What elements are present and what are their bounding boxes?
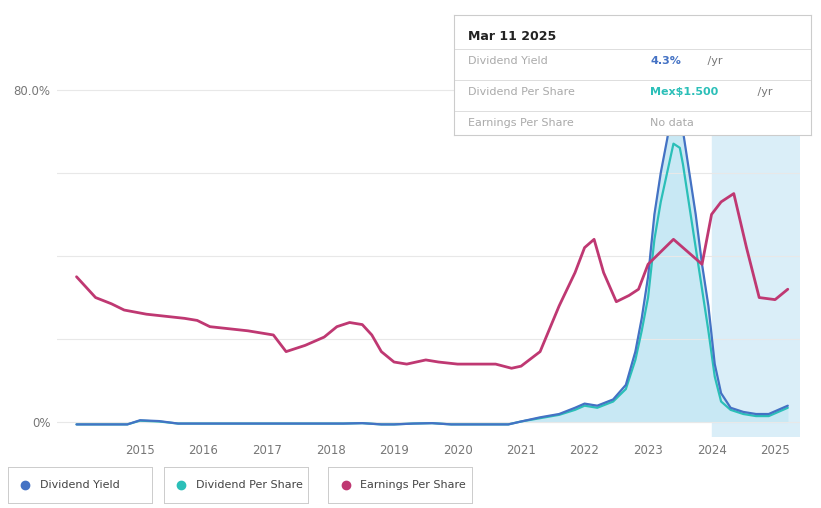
Text: Past: Past bbox=[719, 94, 744, 107]
Bar bbox=[712, 81, 821, 437]
Text: Mar 11 2025: Mar 11 2025 bbox=[468, 29, 557, 43]
Text: Earnings Per Share: Earnings Per Share bbox=[468, 118, 574, 128]
Text: /yr: /yr bbox=[754, 87, 773, 97]
Text: Dividend Per Share: Dividend Per Share bbox=[468, 87, 576, 97]
Text: 4.3%: 4.3% bbox=[650, 56, 681, 66]
Text: /yr: /yr bbox=[704, 56, 722, 66]
Text: Mex$1.500: Mex$1.500 bbox=[650, 87, 718, 97]
Text: Dividend Yield: Dividend Yield bbox=[39, 480, 120, 490]
Text: Dividend Yield: Dividend Yield bbox=[468, 56, 548, 66]
Text: No data: No data bbox=[650, 118, 695, 128]
Text: Earnings Per Share: Earnings Per Share bbox=[360, 480, 466, 490]
Text: Dividend Per Share: Dividend Per Share bbox=[196, 480, 303, 490]
